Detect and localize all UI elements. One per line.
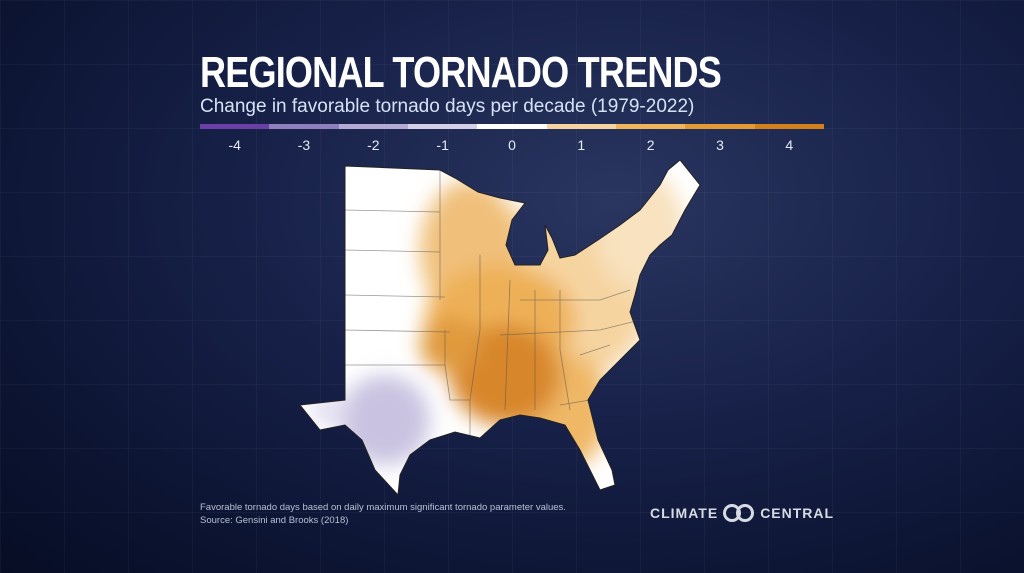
state-borders [344,170,641,440]
legend-swatch [200,124,270,129]
legend-tick: -1 [436,137,449,153]
legend-tick: 0 [508,137,516,153]
legend-swatch [338,124,408,129]
legend-color-bar [200,124,824,129]
footnote-source: Source: Gensini and Brooks (2018) [200,515,349,526]
footnote-methodology: Favorable tornado days based on daily ma… [200,502,566,513]
footnote: Favorable tornado days based on daily ma… [200,501,566,527]
legend-swatch [407,124,478,129]
legend-ticks: -4 -3 -2 -1 0 1 2 3 4 [200,137,824,153]
legend-swatch [546,124,616,129]
color-legend: -4 -3 -2 -1 0 1 2 3 4 [200,124,824,153]
legend-tick: 2 [646,137,655,153]
legend-tick: 1 [577,137,586,153]
legend-swatch [269,124,339,129]
region-west-texas [310,395,350,425]
region-ozarks [420,317,480,373]
legend-tick: -4 [228,137,241,153]
legend-swatch [685,124,755,129]
subtitle: Change in favorable tornado days per dec… [200,96,695,117]
legend-tick: 3 [716,137,724,153]
logo-rings-icon [723,504,755,522]
legend-swatch [615,124,686,129]
legend-swatch [477,124,547,129]
legend-tick: -2 [367,137,380,153]
legend-tick: -3 [297,137,311,153]
legend-swatch [754,124,824,129]
logo-text-right: CENTRAL [760,505,835,521]
logo-text-left: CLIMATE [650,505,719,521]
region-northeast [595,170,685,290]
page-title: REGIONAL TORNADO TRENDS [200,48,722,97]
legend-tick: 4 [785,137,794,153]
region-texas [340,375,430,465]
climate-central-logo: CLIMATE CENTRAL [650,504,834,522]
